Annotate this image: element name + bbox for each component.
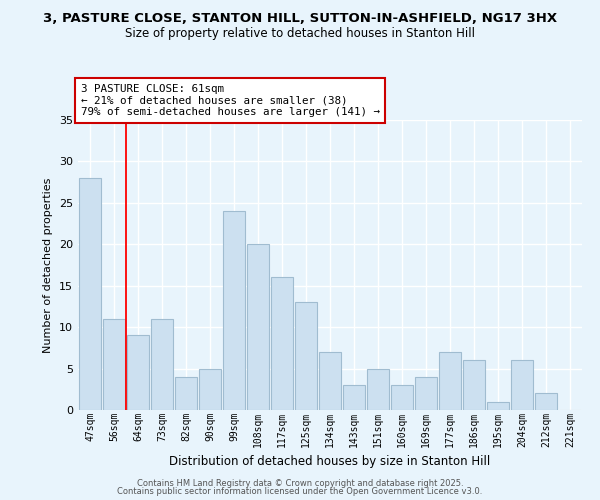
Bar xyxy=(199,368,221,410)
Text: Size of property relative to detached houses in Stanton Hill: Size of property relative to detached ho… xyxy=(125,28,475,40)
Bar xyxy=(535,394,557,410)
Y-axis label: Number of detached properties: Number of detached properties xyxy=(43,178,53,352)
Bar xyxy=(367,368,389,410)
Bar xyxy=(415,377,437,410)
Text: Contains public sector information licensed under the Open Government Licence v3: Contains public sector information licen… xyxy=(118,487,482,496)
Bar xyxy=(127,336,149,410)
Bar xyxy=(343,385,365,410)
Bar xyxy=(295,302,317,410)
Bar xyxy=(223,211,245,410)
Bar xyxy=(439,352,461,410)
Text: Contains HM Land Registry data © Crown copyright and database right 2025.: Contains HM Land Registry data © Crown c… xyxy=(137,478,463,488)
Text: 3, PASTURE CLOSE, STANTON HILL, SUTTON-IN-ASHFIELD, NG17 3HX: 3, PASTURE CLOSE, STANTON HILL, SUTTON-I… xyxy=(43,12,557,26)
Bar xyxy=(511,360,533,410)
Bar xyxy=(271,278,293,410)
Bar xyxy=(247,244,269,410)
Bar xyxy=(79,178,101,410)
Bar xyxy=(487,402,509,410)
Bar xyxy=(319,352,341,410)
Bar xyxy=(175,377,197,410)
Text: 3 PASTURE CLOSE: 61sqm
← 21% of detached houses are smaller (38)
79% of semi-det: 3 PASTURE CLOSE: 61sqm ← 21% of detached… xyxy=(80,84,380,117)
Bar xyxy=(151,319,173,410)
Bar xyxy=(391,385,413,410)
X-axis label: Distribution of detached houses by size in Stanton Hill: Distribution of detached houses by size … xyxy=(169,455,491,468)
Bar xyxy=(463,360,485,410)
Bar xyxy=(103,319,125,410)
